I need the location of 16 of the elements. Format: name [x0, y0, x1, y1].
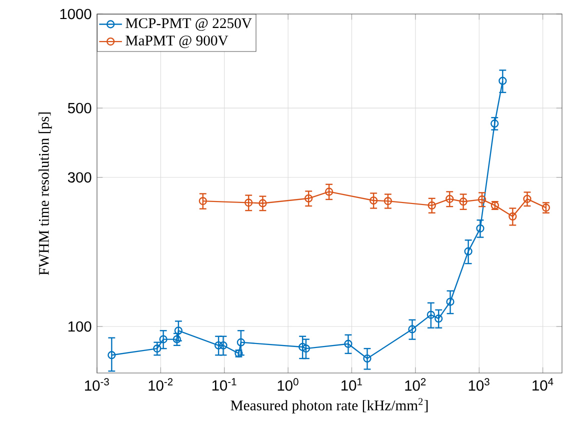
x-tick-label: 10$^{1}$: [342, 378, 362, 391]
y-axis-title: FWHM time resolution [ps]: [38, 112, 52, 276]
x-tick-label: 10$^{-2}$: [148, 378, 173, 391]
x-tick-label: 10$^{3}$: [468, 378, 490, 391]
x-tick-label: 10$^{0}$: [278, 378, 298, 391]
y-tick-label: 1000: [60, 8, 92, 20]
legend-label: MCP-PMT @ 2250V: [126, 18, 252, 31]
y-tick-label: 100: [68, 321, 92, 332]
legend-label: MaPMT @ 900V: [126, 36, 228, 48]
x-tick-label: 10$^{-1}$: [212, 378, 236, 391]
x-axis-title: Measured photon rate [kHz/mm$^{2}$]: [230, 398, 428, 414]
x-tick-label: 10$^{4}$: [532, 378, 554, 391]
y-tick-label: 500: [68, 102, 92, 114]
x-tick-label: 10$^{-3}$: [85, 378, 109, 391]
y-tick-label: 300: [68, 172, 92, 183]
x-tick-label: 10$^{2}$: [405, 378, 426, 391]
